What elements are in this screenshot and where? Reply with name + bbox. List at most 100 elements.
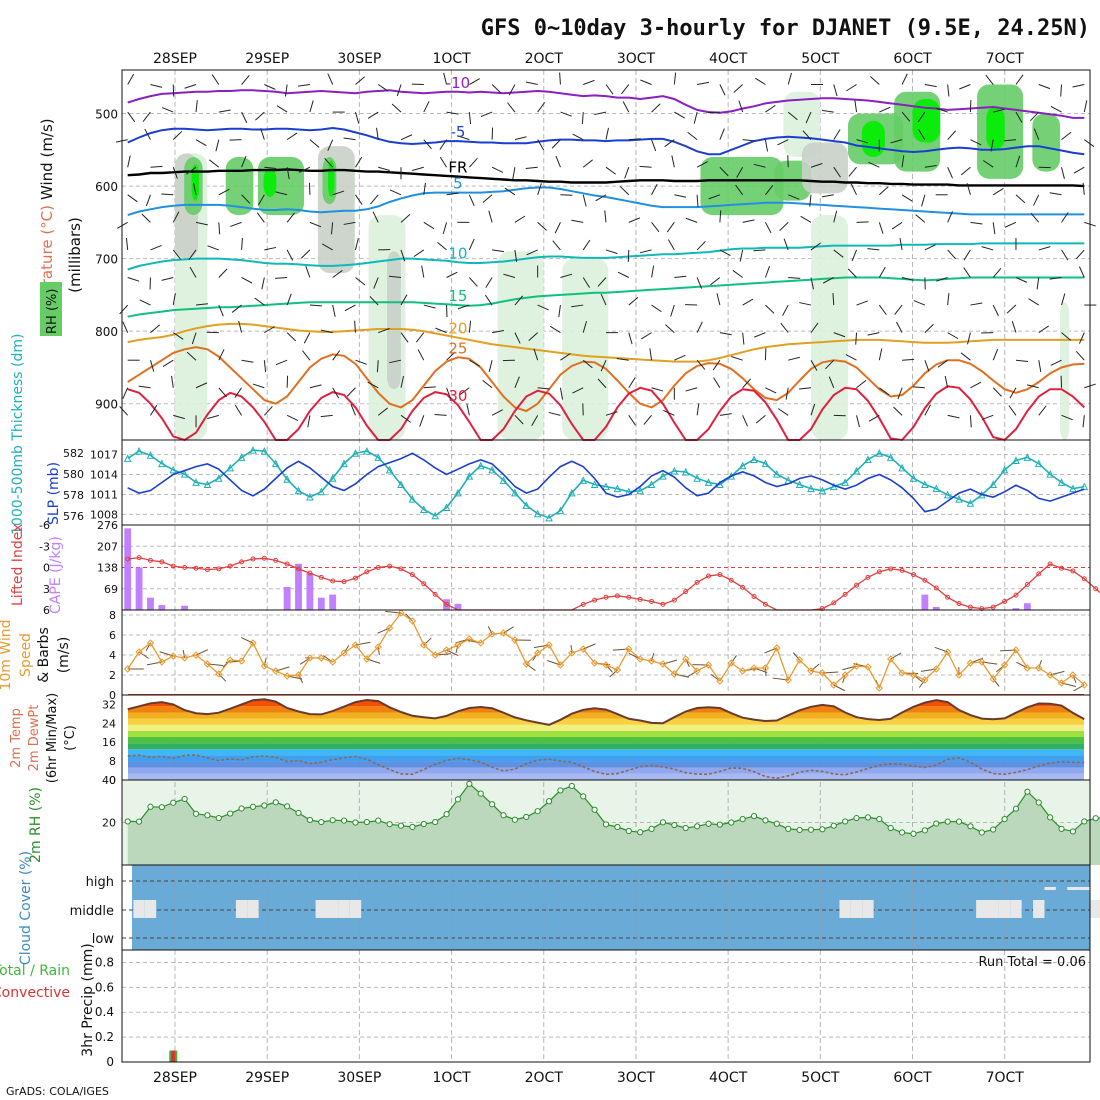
wind-barb xyxy=(992,348,999,361)
wind-barb xyxy=(810,403,816,416)
date-label-top: 4OCT xyxy=(709,51,748,67)
li-marker xyxy=(967,604,973,610)
wind-barb xyxy=(879,106,891,113)
wind-speed-marker xyxy=(1057,679,1066,687)
cape-bar xyxy=(1023,603,1031,610)
thickness-ylabel: 1000-500mb Thickness (dm) xyxy=(10,334,26,535)
rh-region xyxy=(986,106,1005,150)
rh2m-marker xyxy=(1092,815,1099,822)
wind-barb xyxy=(896,321,903,333)
temp-tick-label: 32 xyxy=(102,698,116,711)
wind-barb xyxy=(400,332,409,343)
thickness-marker xyxy=(670,466,679,475)
wind-barb xyxy=(620,84,630,95)
wind-barb xyxy=(195,139,207,147)
rh2m-marker xyxy=(261,802,268,809)
wind-barb xyxy=(765,304,775,314)
wind-speed-marker xyxy=(966,659,975,667)
thickness-marker xyxy=(214,474,223,482)
wind-barb xyxy=(218,387,227,398)
rh2m-area xyxy=(127,783,1100,865)
wind-barb xyxy=(400,294,408,306)
wind-barb xyxy=(847,268,857,278)
wind-barb xyxy=(488,360,493,372)
wind-barb xyxy=(330,222,334,235)
li-marker xyxy=(694,579,700,585)
li-marker xyxy=(956,601,962,607)
wind-speed-marker xyxy=(1080,681,1089,689)
wind-barb xyxy=(924,165,937,168)
wind-barb xyxy=(400,213,411,223)
wind-speed-marker xyxy=(385,624,394,632)
wind-barb xyxy=(1060,84,1063,97)
thickness-marker xyxy=(408,494,417,503)
wind-barb xyxy=(241,359,254,363)
wind-barb xyxy=(537,102,546,113)
wind-barb xyxy=(193,182,197,195)
wind-barb-10m xyxy=(487,626,493,635)
rh2m-marker xyxy=(477,790,484,797)
wind-barb xyxy=(186,351,197,361)
wind-barb xyxy=(305,266,311,278)
wind-barb xyxy=(526,249,538,256)
wind-barb xyxy=(788,194,800,200)
wind-barb xyxy=(264,326,275,334)
wind-barb xyxy=(400,414,412,423)
wind-speed-marker xyxy=(1000,661,1009,669)
wind-barb xyxy=(960,166,971,176)
cape-bar xyxy=(124,528,132,610)
thickness-marker xyxy=(704,478,713,486)
wind-barb xyxy=(856,139,869,144)
rh-region xyxy=(1032,113,1061,172)
slp-axis-label: SLP (mb) xyxy=(46,462,62,525)
wind-barb-10m xyxy=(918,679,926,688)
wind-barb xyxy=(856,379,867,389)
wind-barb-10m xyxy=(377,646,380,656)
wind-barb xyxy=(172,249,182,260)
wind-barb xyxy=(145,194,151,207)
thickness-marker xyxy=(363,447,371,455)
wind-barb xyxy=(639,249,652,254)
li-marker xyxy=(671,597,677,603)
date-label-bottom: 1OCT xyxy=(432,1070,471,1086)
wind-barb xyxy=(845,354,857,361)
wind-barb xyxy=(719,210,722,223)
wind-barb xyxy=(254,297,265,306)
wind-barb xyxy=(867,248,880,251)
wind-barb xyxy=(161,193,174,196)
wind-barb xyxy=(651,304,662,313)
wind-barb xyxy=(899,238,903,251)
rh2m-marker xyxy=(272,799,279,806)
wind-barb xyxy=(867,332,880,336)
li-marker xyxy=(1093,586,1099,592)
rh-region xyxy=(783,91,821,158)
wind-speed-marker xyxy=(294,671,303,679)
wind-barb xyxy=(628,296,639,306)
wind-barb xyxy=(1061,293,1066,306)
wind-barb xyxy=(605,84,614,95)
rh-region xyxy=(387,251,401,390)
wind-barb xyxy=(286,132,298,141)
cloud-tick-label: high xyxy=(86,875,114,890)
thickness-marker xyxy=(693,474,701,482)
wind-barb xyxy=(446,387,452,400)
wind-barb xyxy=(172,130,183,141)
wind-barb xyxy=(1038,246,1051,251)
wind-barb xyxy=(901,194,913,202)
wind-speed-marker xyxy=(397,609,405,617)
wind-barb xyxy=(685,217,698,223)
wind-barb xyxy=(389,359,402,364)
rh2m-marker xyxy=(773,820,780,827)
wind-barb xyxy=(188,249,197,260)
wind-barb-10m xyxy=(842,674,846,684)
wind-barb xyxy=(960,352,971,361)
wind-speed-marker xyxy=(272,667,280,675)
wind-barb xyxy=(367,381,379,389)
wind-barb xyxy=(558,304,561,318)
temp-tick-label: 24 xyxy=(102,717,116,730)
wind-barb xyxy=(241,237,243,250)
wind-barb xyxy=(937,359,948,368)
wind-barb xyxy=(552,240,561,251)
wind-barb xyxy=(851,249,858,262)
li-marker xyxy=(125,556,131,562)
